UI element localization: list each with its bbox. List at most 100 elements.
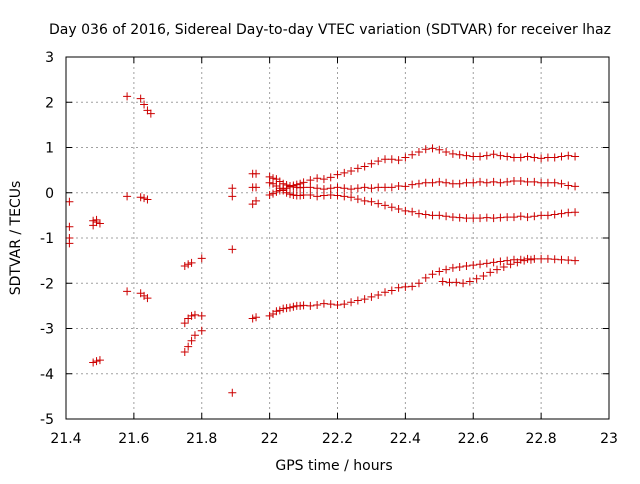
data-point-marker bbox=[269, 189, 278, 198]
data-point-marker bbox=[476, 260, 485, 269]
data-point-marker bbox=[509, 213, 518, 222]
data-point-marker bbox=[187, 336, 196, 345]
data-point-marker bbox=[499, 262, 508, 271]
x-tick-label: 22.8 bbox=[526, 431, 557, 447]
data-point-marker bbox=[421, 178, 430, 187]
data-point-marker bbox=[180, 262, 189, 271]
data-point-marker bbox=[462, 214, 471, 223]
data-point-marker bbox=[353, 296, 362, 305]
data-point-marker bbox=[180, 319, 189, 328]
data-point-marker bbox=[248, 200, 257, 209]
data-point-marker bbox=[313, 174, 322, 183]
data-point-marker bbox=[509, 176, 518, 185]
data-point-marker bbox=[340, 192, 349, 201]
x-tick-label: 23 bbox=[600, 431, 618, 447]
data-point-marker bbox=[313, 184, 322, 193]
data-point-marker bbox=[374, 199, 383, 208]
data-point-marker bbox=[564, 181, 573, 190]
plot-frame bbox=[65, 56, 610, 420]
data-point-marker bbox=[187, 258, 196, 267]
data-point-marker bbox=[228, 192, 237, 201]
data-point-marker bbox=[265, 178, 274, 187]
data-point-marker bbox=[472, 274, 481, 283]
data-point-marker bbox=[486, 268, 495, 277]
data-point-marker bbox=[367, 292, 376, 301]
data-point-marker bbox=[387, 203, 396, 212]
data-point-marker bbox=[252, 313, 261, 322]
data-point-marker bbox=[353, 164, 362, 173]
data-point-marker bbox=[445, 278, 454, 287]
chart-title: Day 036 of 2016, Sidereal Day-to-day VTE… bbox=[49, 22, 611, 38]
data-point-marker bbox=[537, 178, 546, 187]
data-point-marker bbox=[143, 106, 152, 115]
data-point-marker bbox=[387, 183, 396, 192]
data-point-marker bbox=[143, 294, 152, 303]
data-point-marker bbox=[252, 183, 261, 192]
data-point-marker bbox=[140, 100, 149, 109]
data-point-marker bbox=[523, 254, 532, 263]
data-point-marker bbox=[438, 277, 447, 286]
data-point-marker bbox=[95, 356, 104, 365]
data-point-marker bbox=[333, 170, 342, 179]
data-point-marker bbox=[455, 150, 464, 159]
data-point-marker bbox=[136, 94, 145, 103]
data-point-marker bbox=[455, 262, 464, 271]
data-point-marker bbox=[408, 150, 417, 159]
data-point-marker bbox=[543, 211, 552, 220]
data-point-marker bbox=[408, 207, 417, 216]
data-point-marker bbox=[435, 211, 444, 220]
data-point-marker bbox=[513, 258, 522, 267]
data-point-marker bbox=[326, 184, 335, 193]
data-point-marker bbox=[326, 300, 335, 309]
data-point-marker bbox=[367, 159, 376, 168]
data-point-marker bbox=[482, 259, 491, 268]
data-point-marker bbox=[123, 92, 132, 101]
x-tick-label: 21.8 bbox=[186, 431, 217, 447]
data-point-marker bbox=[557, 255, 566, 264]
data-point-marker bbox=[448, 179, 457, 188]
data-point-marker bbox=[421, 145, 430, 154]
data-point-marker bbox=[414, 209, 423, 218]
data-point-marker bbox=[123, 287, 132, 296]
data-point-marker bbox=[489, 177, 498, 186]
data-point-marker bbox=[123, 192, 132, 201]
data-point-marker bbox=[530, 153, 539, 162]
y-tick-label: 2 bbox=[45, 95, 54, 111]
data-point-marker bbox=[394, 156, 403, 165]
data-point-marker bbox=[394, 283, 403, 292]
data-point-marker bbox=[465, 277, 474, 286]
data-point-marker bbox=[503, 256, 512, 265]
data-point-marker bbox=[265, 311, 274, 320]
data-point-marker bbox=[401, 282, 410, 291]
data-point-marker bbox=[489, 258, 498, 267]
data-point-marker bbox=[197, 311, 206, 320]
data-point-marker bbox=[476, 214, 485, 223]
data-point-marker bbox=[571, 208, 580, 217]
data-point-marker bbox=[564, 151, 573, 160]
data-point-marker bbox=[537, 154, 546, 163]
data-point-marker bbox=[503, 177, 512, 186]
data-point-marker bbox=[292, 180, 301, 189]
data-point-marker bbox=[435, 267, 444, 276]
data-point-marker bbox=[462, 178, 471, 187]
data-point-marker bbox=[503, 213, 512, 222]
data-point-marker bbox=[428, 178, 437, 187]
data-point-marker bbox=[496, 151, 505, 160]
data-point-marker bbox=[571, 152, 580, 161]
data-point-marker bbox=[252, 169, 261, 178]
data-point-marker bbox=[421, 273, 430, 282]
data-point-marker bbox=[448, 213, 457, 222]
data-point-marker bbox=[319, 175, 328, 184]
data-point-marker bbox=[272, 307, 281, 316]
data-point-marker bbox=[374, 157, 383, 166]
data-point-marker bbox=[509, 153, 518, 162]
data-point-marker bbox=[435, 177, 444, 186]
data-point-marker bbox=[414, 279, 423, 288]
data-point-marker bbox=[520, 256, 529, 265]
data-point-marker bbox=[146, 109, 155, 118]
data-point-marker bbox=[530, 212, 539, 221]
data-point-marker bbox=[496, 178, 505, 187]
data-point-marker bbox=[414, 148, 423, 157]
data-point-marker bbox=[340, 184, 349, 193]
